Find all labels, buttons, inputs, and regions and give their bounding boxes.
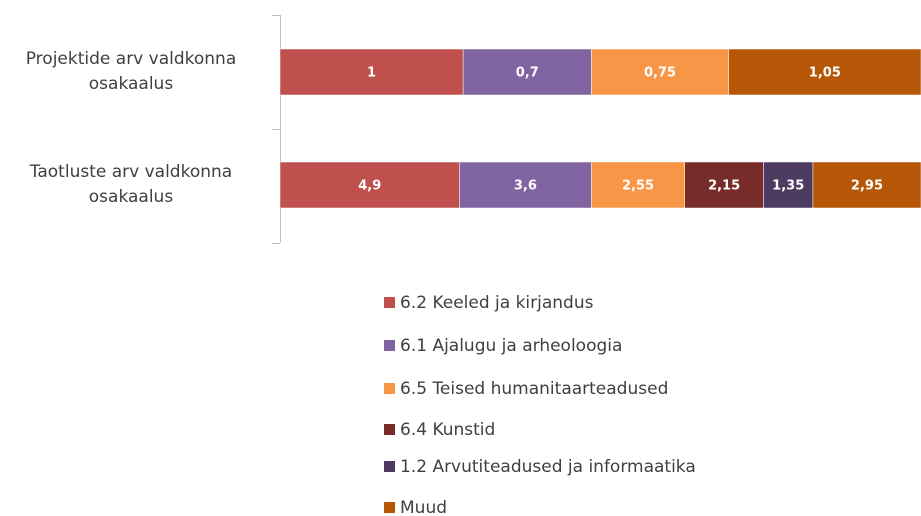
legend-label: 6.2 Keeled ja kirjandus	[400, 293, 594, 313]
bar-segment	[279, 48, 464, 96]
data-label: 1,35	[772, 179, 804, 194]
legend-label: 1.2 Arvutiteadused ja informaatika	[400, 457, 696, 477]
legend-swatch	[384, 461, 395, 472]
category-label: Taotluste arv valdkonna osakaalus	[29, 162, 233, 207]
legend-swatch	[384, 502, 395, 513]
legend-swatch	[384, 297, 395, 308]
data-label: 2,55	[622, 179, 654, 194]
data-label: 0,7	[516, 66, 539, 81]
legend-label: 6.5 Teised humanitaarteadused	[400, 379, 668, 399]
bar-segment	[728, 48, 921, 96]
category-axis	[272, 15, 281, 244]
bar-segment	[684, 161, 764, 209]
data-label: 0,75	[644, 66, 676, 81]
bar-segment	[591, 161, 685, 209]
data-label: 2,95	[851, 179, 883, 194]
bar-segment	[459, 161, 592, 209]
legend-label: 6.4 Kunstid	[400, 420, 495, 440]
data-label: 1,05	[809, 66, 841, 81]
legend-label: 6.1 Ajalugu ja arheoloogia	[400, 336, 622, 356]
bar-segment	[462, 48, 592, 96]
bar-segment	[279, 161, 460, 209]
legend-label: Muud	[400, 498, 447, 516]
bar-segment	[812, 161, 921, 209]
legend-swatch	[384, 383, 395, 394]
data-label: 1	[367, 66, 376, 81]
legend-swatch	[384, 424, 395, 435]
data-label: 4,9	[358, 179, 381, 194]
data-label: 3,6	[514, 179, 537, 194]
bar-segment	[591, 48, 729, 96]
data-label: 2,15	[708, 179, 740, 194]
category-label: Projektide arv valdkonna osakaalus	[25, 49, 237, 94]
legend-swatch	[384, 340, 395, 351]
bar-segment	[763, 161, 814, 209]
